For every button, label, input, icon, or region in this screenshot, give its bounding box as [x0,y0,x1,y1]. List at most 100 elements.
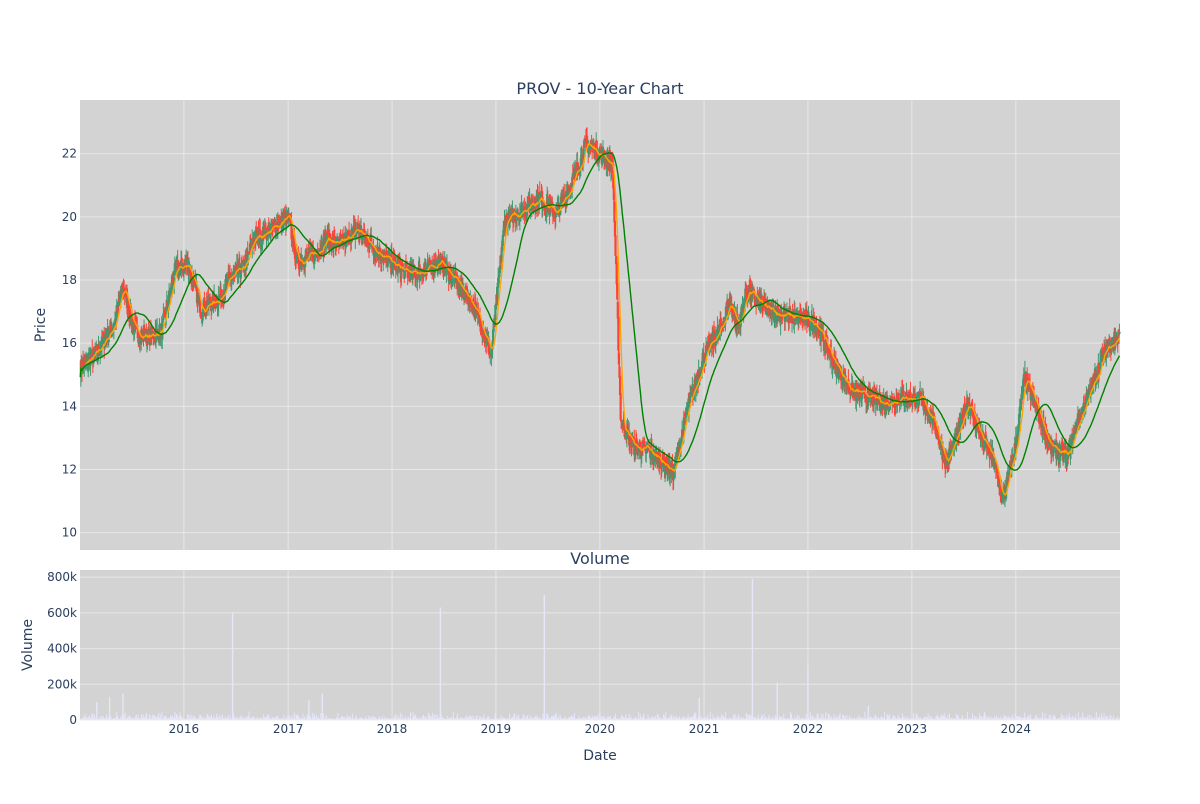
volume-bar [687,714,689,720]
volume-bar [520,718,522,720]
volume-bar [651,717,653,720]
volume-bar [945,717,947,720]
volume-bar [563,717,565,720]
volume-bar [499,717,501,720]
volume-bar [427,718,429,720]
volume-bar [1010,716,1012,720]
candle-body [662,453,665,462]
candle-body [1106,345,1110,348]
volume-bar [1066,717,1068,720]
candle-body [994,463,997,469]
volume-bar [547,715,549,720]
volume-bar [714,717,716,720]
candle-body [183,264,187,266]
candle-body [202,305,205,316]
candle-body [682,417,685,436]
volume-bar [976,718,978,720]
candle-body [773,318,776,323]
candle-body [291,234,294,246]
volume-bar [732,718,734,720]
volume-bar [240,715,242,720]
candle-body [476,308,479,313]
volume-bar [613,717,615,720]
volume-bar [1048,718,1050,720]
candle-body [450,278,454,282]
candle-body [168,290,171,304]
candle-body [263,237,266,239]
volume-bar [863,718,865,720]
volume-bar [288,716,290,720]
candle-body [530,199,533,207]
candle-body [218,296,221,298]
candle-body [502,225,506,230]
volume-bar [808,717,810,720]
volume-bar [822,713,824,720]
candle-body [409,267,412,280]
volume-bar [836,715,838,720]
volume-bar [227,717,229,720]
volume-bar [410,712,412,720]
candle-body [612,186,615,200]
volume-bar [445,719,447,720]
volume-bar [734,713,736,720]
volume-spike-bar [776,682,778,720]
volume-bar [741,718,743,720]
candle-body [123,288,126,294]
volume-bar [789,717,791,720]
volume-bar [700,715,702,720]
volume-bar [524,717,526,720]
candle-body [283,214,286,221]
candle-body [1032,394,1036,402]
candle-body [1052,448,1055,454]
volume-bar [361,718,363,720]
volume-bar [680,719,682,720]
candle-body [328,238,331,247]
volume-bar [966,712,968,720]
volume-bar [661,718,663,720]
volume-bar [83,718,85,720]
price-y-tick-label: 10 [62,526,77,540]
volume-bar [392,718,394,720]
candle-body [979,431,983,437]
volume-bar [758,718,760,720]
volume-bar [645,718,647,720]
volume-bar [1088,718,1090,720]
candle-body [702,352,705,362]
volume-bar [1025,718,1027,720]
volume-bar [615,713,617,720]
volume-bar [258,718,260,720]
candle-body [675,454,678,459]
volume-bar [609,715,611,720]
candle-body [474,304,477,318]
volume-bar [667,718,669,720]
volume-bar [783,713,785,720]
candle-body [614,235,617,256]
candle-body [808,316,811,328]
candle-body [351,227,355,231]
volume-bar [882,717,884,720]
volume-bar [356,716,358,720]
candle-body [83,358,86,360]
volume-bar [457,713,459,720]
volume-bar [589,715,591,720]
volume-bar [476,714,478,720]
volume-bar [971,718,973,720]
volume-bar [498,718,500,720]
volume-bar [977,717,979,720]
candle-body [1102,353,1105,361]
candle-body [501,235,504,247]
volume-bar [960,718,962,720]
candle-body [654,450,658,454]
volume-bar [1054,716,1056,720]
volume-bar [536,715,538,720]
volume-bar [737,718,739,720]
volume-bar [711,719,713,720]
candle-body [238,262,241,264]
volume-bar [394,714,396,720]
candle-body [831,356,835,366]
candle-body [585,138,589,144]
volume-bar [480,719,482,720]
volume-bar [398,716,400,720]
volume-bar [287,717,289,720]
